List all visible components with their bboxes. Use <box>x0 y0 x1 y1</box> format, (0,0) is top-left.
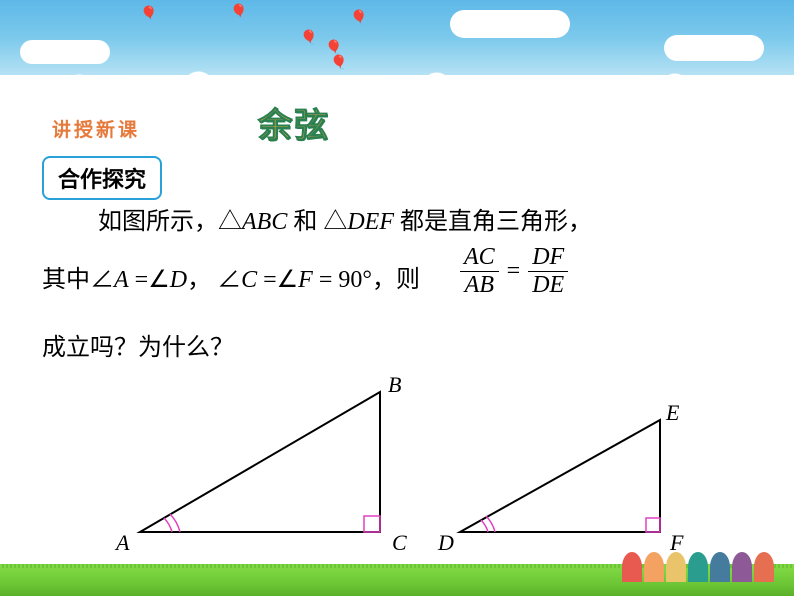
angle-arc-d <box>481 520 488 532</box>
balloon-icon: 🎈 <box>350 10 367 27</box>
kids-decoration <box>622 552 774 582</box>
kid-icon <box>622 552 642 582</box>
kid-icon <box>710 552 730 582</box>
ratio-equation: AC AB = DF DE <box>460 244 568 299</box>
vertex-e: E <box>665 400 680 425</box>
cloud-decoration <box>664 35 764 61</box>
kid-icon <box>688 552 708 582</box>
torn-edge <box>0 75 794 105</box>
kid-icon <box>666 552 686 582</box>
vertex-c: C <box>392 530 407 555</box>
kid-icon <box>754 552 774 582</box>
triangle-abc <box>140 392 380 532</box>
right-angle-f <box>646 518 660 532</box>
angle-arc-a <box>164 518 172 532</box>
kid-icon <box>644 552 664 582</box>
section-label: 讲授新课 <box>52 115 140 142</box>
problem-line2: 其中∠A =∠D， ∠C =∠F = 90°，则 <box>42 264 420 298</box>
triangles-svg: A B C D E F <box>100 372 740 562</box>
triangle-def <box>460 420 660 532</box>
problem-line1: 如图所示，△ABC 和 △DEF 都是直角三角形， <box>98 206 592 240</box>
vertex-b: B <box>388 372 401 397</box>
main-title: 余弦 <box>258 98 330 147</box>
problem-line3: 成立吗？为什么？ <box>42 332 234 366</box>
activity-badge: 合作探究 <box>42 156 162 200</box>
balloon-icon: 🎈 <box>140 6 157 23</box>
balloon-icon: 🎈 <box>230 4 247 21</box>
balloon-icon: 🎈 <box>300 30 317 47</box>
triangle-diagram: A B C D E F <box>100 372 740 552</box>
cloud-decoration <box>450 10 570 38</box>
vertex-d: D <box>437 530 454 555</box>
vertex-a: A <box>114 530 130 555</box>
right-angle-c <box>364 516 380 532</box>
cloud-decoration <box>20 40 110 64</box>
kid-icon <box>732 552 752 582</box>
balloon-icon: 🎈 <box>330 55 347 72</box>
